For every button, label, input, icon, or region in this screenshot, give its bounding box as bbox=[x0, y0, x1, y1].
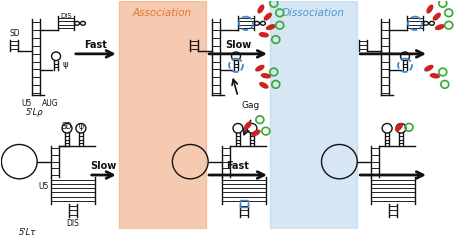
Ellipse shape bbox=[260, 83, 268, 88]
Ellipse shape bbox=[430, 74, 439, 78]
Text: U5: U5 bbox=[21, 99, 31, 108]
Ellipse shape bbox=[252, 130, 260, 136]
Text: 5'Lτ: 5'Lτ bbox=[18, 228, 36, 237]
Ellipse shape bbox=[396, 124, 402, 131]
Text: AUG: AUG bbox=[42, 99, 59, 108]
Text: U5: U5 bbox=[38, 182, 48, 191]
Text: Gag: Gag bbox=[242, 101, 260, 110]
Ellipse shape bbox=[258, 5, 264, 13]
Text: ψ: ψ bbox=[78, 122, 83, 130]
Ellipse shape bbox=[256, 65, 264, 71]
Ellipse shape bbox=[264, 13, 271, 20]
Text: 5'Lρ: 5'Lρ bbox=[26, 108, 43, 117]
Text: ψ: ψ bbox=[62, 60, 67, 69]
Text: SD: SD bbox=[9, 29, 19, 38]
Text: Slow: Slow bbox=[91, 161, 117, 171]
Ellipse shape bbox=[245, 122, 251, 129]
Ellipse shape bbox=[433, 13, 440, 20]
Ellipse shape bbox=[436, 25, 444, 29]
Ellipse shape bbox=[427, 5, 433, 13]
Bar bbox=[118, 1, 206, 229]
Text: Slow: Slow bbox=[225, 40, 251, 50]
Text: DIS: DIS bbox=[66, 219, 80, 228]
Text: DIS: DIS bbox=[60, 13, 72, 19]
Ellipse shape bbox=[261, 74, 270, 78]
Ellipse shape bbox=[266, 25, 275, 29]
Bar bbox=[270, 1, 357, 229]
Bar bbox=[240, 200, 248, 207]
Text: Dissociation: Dissociation bbox=[282, 8, 345, 18]
Text: Fast: Fast bbox=[227, 161, 249, 171]
Ellipse shape bbox=[259, 33, 268, 37]
Text: SD: SD bbox=[62, 122, 73, 130]
Text: Fast: Fast bbox=[84, 40, 107, 50]
Ellipse shape bbox=[425, 65, 433, 71]
Text: Association: Association bbox=[133, 8, 192, 18]
